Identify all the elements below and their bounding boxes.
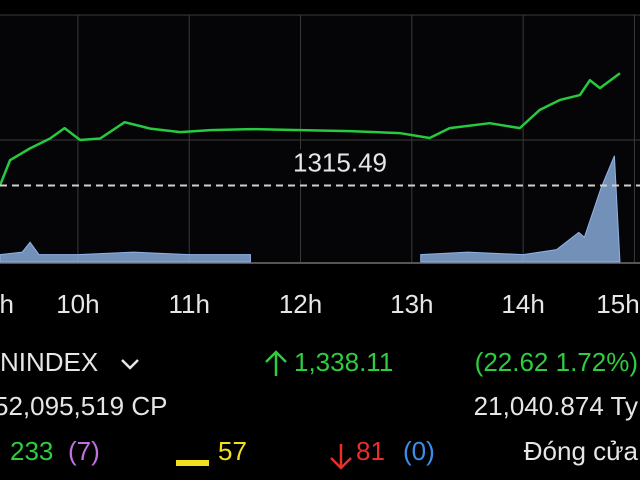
index-price: 1,338.11: [294, 347, 393, 377]
trade-value: 21,040.874 Ty: [474, 391, 638, 421]
floor-count: (0): [403, 436, 435, 466]
x-tick-label: 13h: [390, 289, 433, 319]
index-change: (22.62 1.72%): [475, 347, 638, 377]
market-status: Đóng cửa: [524, 436, 639, 466]
decliners: 81: [356, 436, 385, 466]
x-tick-label: 14h: [501, 289, 544, 319]
volume-area: [0, 155, 621, 263]
reference-label-bg: [280, 149, 400, 180]
unchanged-icon: [176, 460, 209, 466]
ceiling-count: (7): [68, 436, 100, 466]
x-tick-label: 10h: [56, 289, 99, 319]
x-tick-label: 11h: [168, 289, 209, 319]
x-tick-label: 12h: [279, 289, 322, 319]
chart-area: [0, 15, 640, 262]
x-tick-label: 15h: [596, 289, 639, 319]
x-tick-label: h: [0, 289, 14, 319]
down-arrow: [330, 444, 352, 470]
volume: 52,095,519 CP: [0, 391, 167, 421]
unchanged: 57: [218, 436, 247, 466]
index-line: [0, 72, 621, 186]
index-name[interactable]: NINDEX: [0, 347, 98, 377]
plot: 1315.49: [0, 15, 640, 263]
reference-label: 1315.49: [293, 147, 387, 177]
up-arrow: [265, 350, 287, 376]
advancers: 233: [10, 436, 53, 466]
dropdown-icon[interactable]: [121, 359, 139, 370]
